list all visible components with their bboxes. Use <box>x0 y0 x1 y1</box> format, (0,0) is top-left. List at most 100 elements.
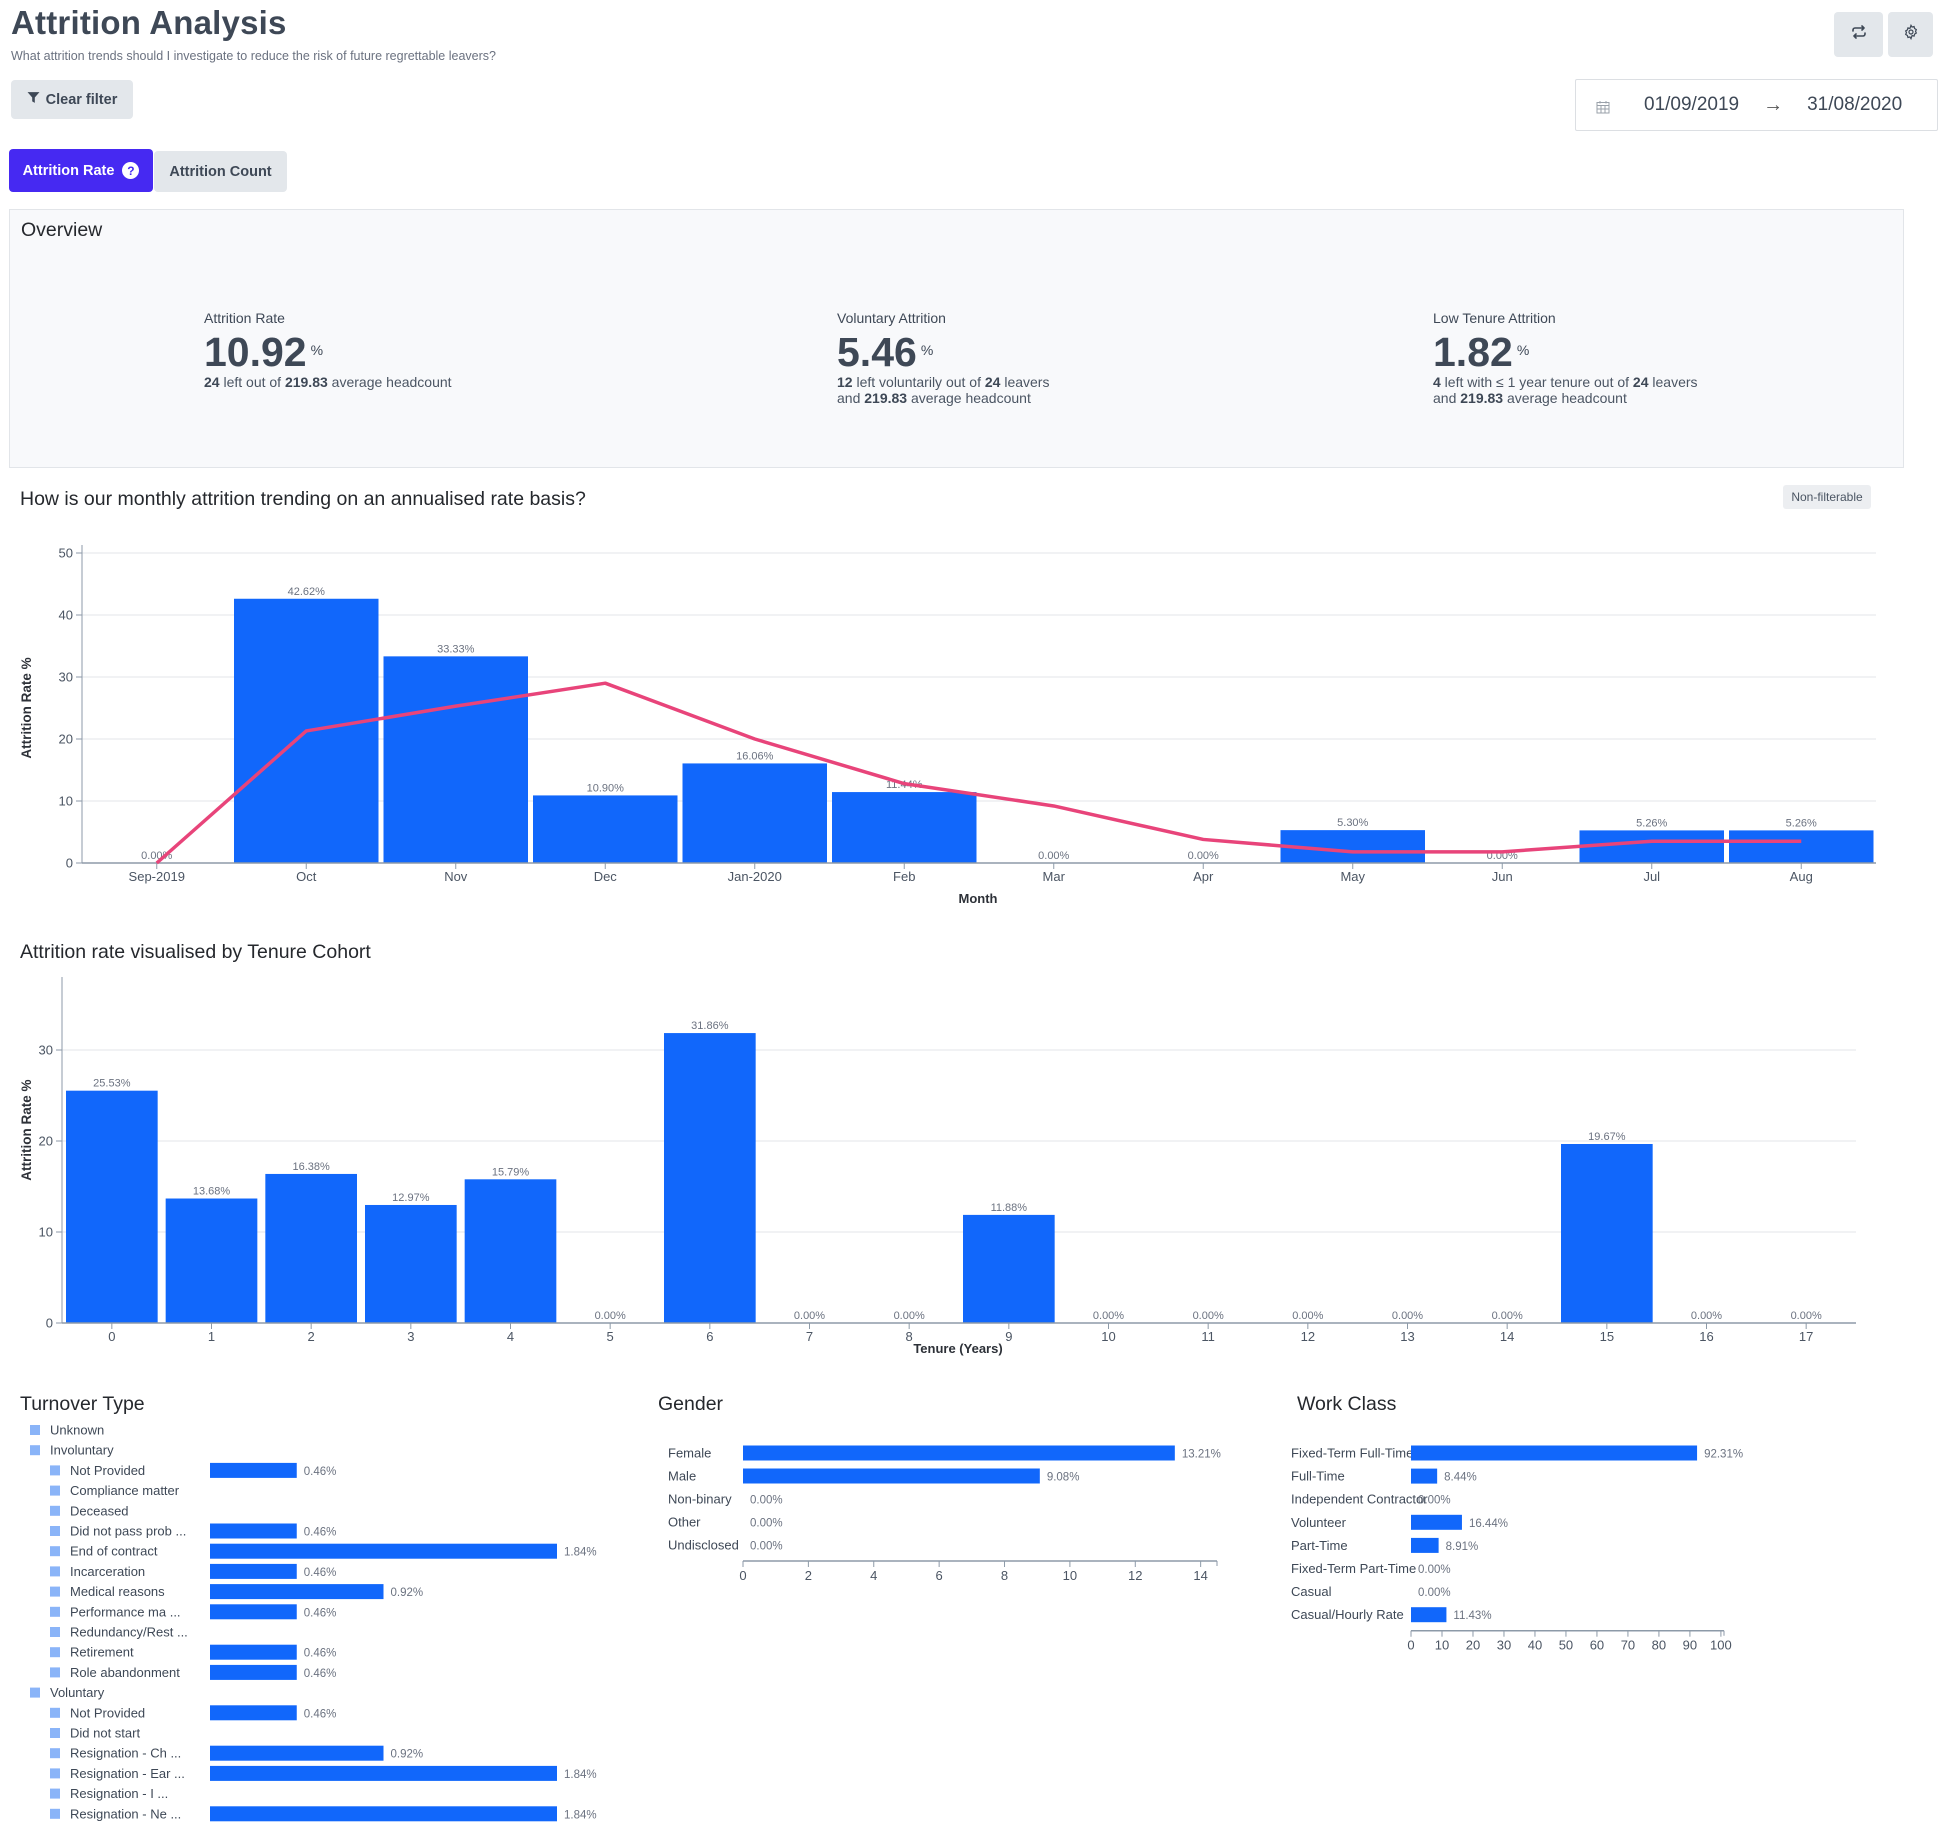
bar <box>963 1214 1055 1323</box>
x-tick-label: 2 <box>308 1329 315 1344</box>
bar-value-label: 42.62% <box>288 586 326 598</box>
bar <box>682 763 827 863</box>
legend-square <box>50 1707 60 1718</box>
x-tick-label: Oct <box>296 869 317 884</box>
legend-square <box>50 1788 60 1799</box>
bar-value-label: 0.46% <box>304 1527 337 1539</box>
bar <box>210 1604 297 1620</box>
legend-square <box>30 1425 40 1435</box>
x-tick-label: 4 <box>507 1329 514 1344</box>
y-tick-label: 30 <box>59 670 73 685</box>
x-tick-label: 90 <box>1683 1638 1697 1653</box>
bar-value-label: 0.00% <box>1791 1310 1822 1322</box>
settings-button[interactable] <box>1888 12 1933 57</box>
legend-square <box>50 1505 60 1516</box>
category-label: Not Provided <box>70 1463 145 1478</box>
kpi-description: 4 left with ≤ 1 year tenure out of 24 le… <box>1433 374 1698 406</box>
bar <box>210 1664 297 1680</box>
refresh-button[interactable] <box>1834 12 1883 57</box>
tab-attrition-count[interactable]: Attrition Count <box>154 151 287 192</box>
x-tick-label: 6 <box>936 1568 943 1583</box>
kpi-number: 10.92 <box>204 329 307 375</box>
bar-value-label: 0.00% <box>1492 1310 1523 1322</box>
trend-line <box>155 681 1802 865</box>
y-tick-label: 30 <box>39 1043 53 1058</box>
bar-value-label: 0.00% <box>894 1310 925 1322</box>
category-label: Role abandonment <box>70 1665 180 1680</box>
kpi-desc-part: 24 <box>984 374 1001 390</box>
x-tick-label: 60 <box>1590 1638 1604 1653</box>
x-tick-label: Aug <box>1790 869 1813 884</box>
kpi-desc-part: left voluntarily out of <box>852 374 985 390</box>
legend-square <box>50 1748 60 1759</box>
bar <box>66 1090 158 1323</box>
bar <box>743 1468 1040 1484</box>
x-tick-label: 50 <box>1559 1638 1573 1653</box>
tab-label: Attrition Rate <box>22 162 115 179</box>
bar-value-label: 8.91% <box>1446 1541 1479 1553</box>
category-label: Other <box>668 1515 701 1530</box>
help-icon[interactable]: ? <box>122 162 140 179</box>
bar <box>743 1445 1175 1461</box>
legend-square <box>50 1586 60 1597</box>
tab-label: Attrition Count <box>169 163 272 180</box>
bar-value-label: 0.92% <box>391 1749 424 1761</box>
category-label: Resignation - Ne ... <box>70 1806 181 1821</box>
x-axis-title: Month <box>959 891 998 906</box>
category-label: Did not pass prob ... <box>70 1524 186 1539</box>
overview-title: Overview <box>21 219 103 241</box>
bar-value-label: 0.46% <box>304 1607 337 1619</box>
date-from-input[interactable]: 01/09/2019 <box>1644 94 1740 115</box>
date-range-picker[interactable]: 01/09/2019 → 31/08/2020 <box>1575 79 1938 131</box>
x-tick-label: Nov <box>444 869 468 884</box>
x-tick-label: 1 <box>208 1329 215 1344</box>
x-tick-label: 70 <box>1621 1638 1635 1653</box>
x-tick-label: 12 <box>1301 1329 1315 1344</box>
clear-filter-button[interactable]: Clear filter <box>11 80 133 119</box>
bar-value-label: 0.00% <box>1418 1564 1451 1576</box>
x-tick-label: Jun <box>1492 869 1513 884</box>
y-axis-title: Attrition Rate % <box>19 1079 34 1180</box>
category-label: Female <box>668 1446 711 1461</box>
x-tick-label: 8 <box>906 1329 913 1344</box>
bar-value-label: 92.31% <box>1704 1449 1743 1461</box>
legend-square <box>50 1606 60 1617</box>
bar-value-label: 16.06% <box>736 750 774 762</box>
bar <box>1579 830 1724 863</box>
bar-value-label: 15.79% <box>492 1166 530 1178</box>
x-tick-label: 80 <box>1652 1638 1666 1653</box>
bar-value-label: 16.38% <box>293 1161 331 1173</box>
x-tick-label: 12 <box>1128 1568 1142 1583</box>
x-tick-label: 0 <box>1407 1638 1414 1653</box>
y-tick-label: 10 <box>39 1225 53 1240</box>
x-tick-label: Dec <box>594 869 618 884</box>
kpi-desc-part: 24 <box>1632 374 1649 390</box>
bar <box>210 1644 297 1660</box>
category-label: Not Provided <box>70 1705 145 1720</box>
category-label: Medical reasons <box>70 1584 165 1599</box>
x-axis-title: Tenure (Years) <box>913 1341 1002 1356</box>
bar <box>1729 830 1874 863</box>
bar-value-label: 9.08% <box>1047 1472 1080 1484</box>
category-label: Resignation - Ear ... <box>70 1766 185 1781</box>
date-to-input[interactable]: 31/08/2020 <box>1807 94 1903 115</box>
bar <box>1411 1537 1439 1553</box>
tab-attrition-rate[interactable]: Attrition Rate ? <box>9 149 153 192</box>
x-tick-label: 4 <box>870 1568 877 1583</box>
x-tick-label: 13 <box>1400 1329 1414 1344</box>
category-label: Casual/Hourly Rate <box>1291 1607 1404 1622</box>
gender-title: Gender <box>658 1393 724 1415</box>
category-label: Resignation - I ... <box>70 1786 168 1801</box>
x-tick-label: May <box>1340 869 1365 884</box>
bar <box>533 795 678 863</box>
x-tick-label: 17 <box>1799 1329 1813 1344</box>
y-tick-label: 20 <box>39 1134 53 1149</box>
legend-square <box>50 1526 60 1536</box>
bar <box>365 1204 457 1323</box>
bar-value-label: 0.00% <box>1292 1310 1323 1322</box>
x-tick-label: 6 <box>706 1329 713 1344</box>
bar-value-label: 0.46% <box>304 1708 337 1720</box>
bar-value-label: 0.00% <box>794 1310 825 1322</box>
clear-filter-label: Clear filter <box>45 91 118 108</box>
bar <box>464 1179 557 1323</box>
